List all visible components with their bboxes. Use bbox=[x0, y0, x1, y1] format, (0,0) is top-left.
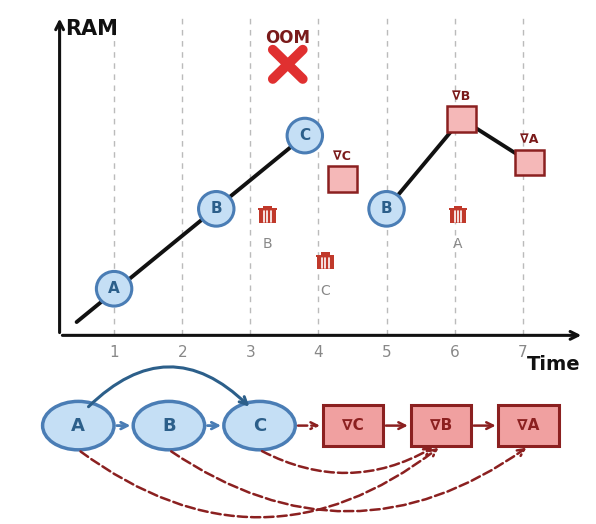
FancyBboxPatch shape bbox=[498, 405, 559, 446]
FancyBboxPatch shape bbox=[454, 206, 462, 208]
Text: ∇C: ∇C bbox=[342, 418, 364, 433]
FancyBboxPatch shape bbox=[322, 405, 383, 446]
Text: ∇C: ∇C bbox=[333, 150, 351, 163]
Text: ∇B: ∇B bbox=[452, 90, 471, 103]
Text: B: B bbox=[381, 201, 392, 216]
Circle shape bbox=[198, 192, 234, 226]
Text: ∇B: ∇B bbox=[430, 418, 452, 433]
Text: B: B bbox=[262, 237, 272, 252]
FancyBboxPatch shape bbox=[317, 257, 334, 269]
Text: A: A bbox=[108, 281, 120, 296]
Circle shape bbox=[287, 118, 322, 153]
Text: C: C bbox=[321, 284, 330, 298]
Ellipse shape bbox=[42, 401, 114, 450]
Ellipse shape bbox=[134, 401, 204, 450]
Ellipse shape bbox=[224, 401, 295, 450]
FancyBboxPatch shape bbox=[411, 405, 471, 446]
Text: RAM: RAM bbox=[65, 19, 118, 39]
FancyBboxPatch shape bbox=[263, 206, 272, 208]
Text: C: C bbox=[299, 128, 311, 143]
Text: OOM: OOM bbox=[265, 29, 311, 47]
Text: ∇A: ∇A bbox=[520, 133, 539, 146]
Text: A: A bbox=[454, 237, 463, 252]
FancyBboxPatch shape bbox=[449, 208, 467, 211]
FancyBboxPatch shape bbox=[447, 106, 476, 132]
Text: C: C bbox=[253, 417, 266, 434]
FancyBboxPatch shape bbox=[516, 149, 544, 175]
Text: ∇A: ∇A bbox=[517, 418, 540, 433]
FancyBboxPatch shape bbox=[258, 208, 277, 211]
Text: Time: Time bbox=[527, 355, 581, 374]
Text: A: A bbox=[72, 417, 85, 434]
Circle shape bbox=[97, 271, 132, 306]
Text: B: B bbox=[210, 201, 222, 216]
FancyBboxPatch shape bbox=[321, 253, 330, 255]
Text: B: B bbox=[162, 417, 176, 434]
Circle shape bbox=[369, 192, 404, 226]
FancyBboxPatch shape bbox=[450, 211, 466, 223]
FancyBboxPatch shape bbox=[259, 211, 275, 223]
FancyBboxPatch shape bbox=[328, 166, 356, 192]
FancyBboxPatch shape bbox=[316, 255, 334, 257]
